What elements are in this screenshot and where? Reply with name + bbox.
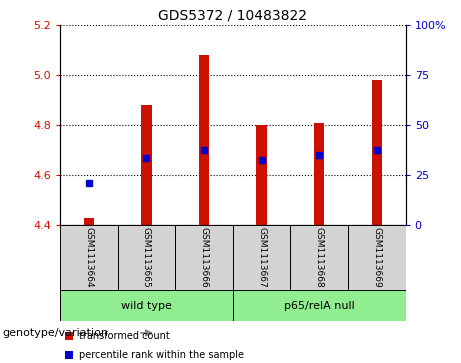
Text: p65/relA null: p65/relA null bbox=[284, 301, 355, 311]
Bar bbox=[118, 225, 175, 290]
Text: percentile rank within the sample: percentile rank within the sample bbox=[79, 350, 244, 360]
Bar bbox=[348, 225, 406, 290]
Text: GSM1113665: GSM1113665 bbox=[142, 227, 151, 288]
Title: GDS5372 / 10483822: GDS5372 / 10483822 bbox=[158, 9, 307, 23]
Bar bbox=[175, 225, 233, 290]
Bar bbox=[60, 290, 233, 321]
Bar bbox=[372, 80, 382, 225]
Bar bbox=[65, 351, 73, 359]
Bar bbox=[290, 225, 348, 290]
Bar bbox=[233, 290, 406, 321]
Text: GSM1113669: GSM1113669 bbox=[372, 227, 381, 288]
Text: GSM1113666: GSM1113666 bbox=[200, 227, 208, 288]
Bar bbox=[83, 217, 94, 225]
Text: genotype/variation: genotype/variation bbox=[2, 328, 108, 338]
Bar bbox=[256, 125, 267, 225]
Text: GSM1113667: GSM1113667 bbox=[257, 227, 266, 288]
Text: wild type: wild type bbox=[121, 301, 172, 311]
Bar bbox=[233, 225, 290, 290]
Bar bbox=[65, 332, 73, 340]
Text: GSM1113664: GSM1113664 bbox=[84, 227, 93, 288]
Text: transformed count: transformed count bbox=[79, 331, 170, 341]
Bar bbox=[314, 123, 325, 225]
Text: GSM1113668: GSM1113668 bbox=[315, 227, 324, 288]
Bar bbox=[141, 105, 152, 225]
Bar bbox=[199, 55, 209, 225]
Bar bbox=[60, 225, 118, 290]
